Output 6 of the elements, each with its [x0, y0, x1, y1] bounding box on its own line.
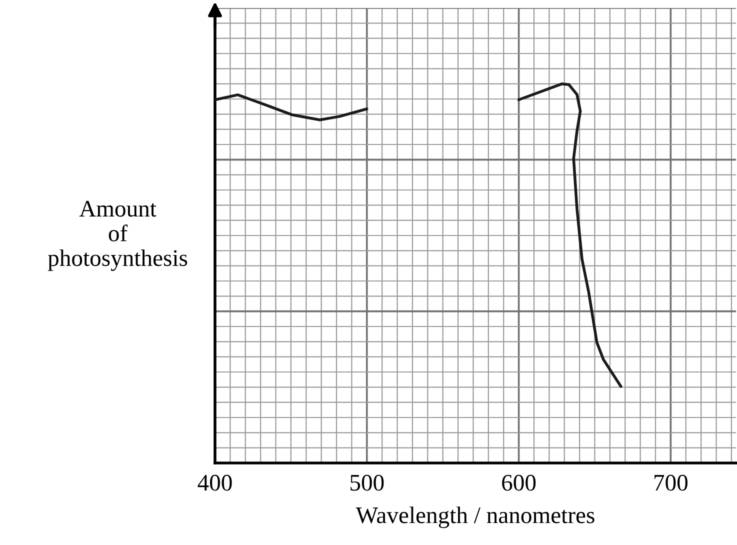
x-axis-title: Wavelength / nanometres — [356, 506, 594, 528]
x-tick-label: 700 — [654, 474, 688, 491]
x-tick-label: 400 — [198, 474, 232, 491]
x-tick-label: 600 — [502, 474, 536, 491]
x-tick-label: 500 — [350, 474, 384, 491]
y-axis-title: Amount of photosynthesis — [48, 200, 188, 271]
